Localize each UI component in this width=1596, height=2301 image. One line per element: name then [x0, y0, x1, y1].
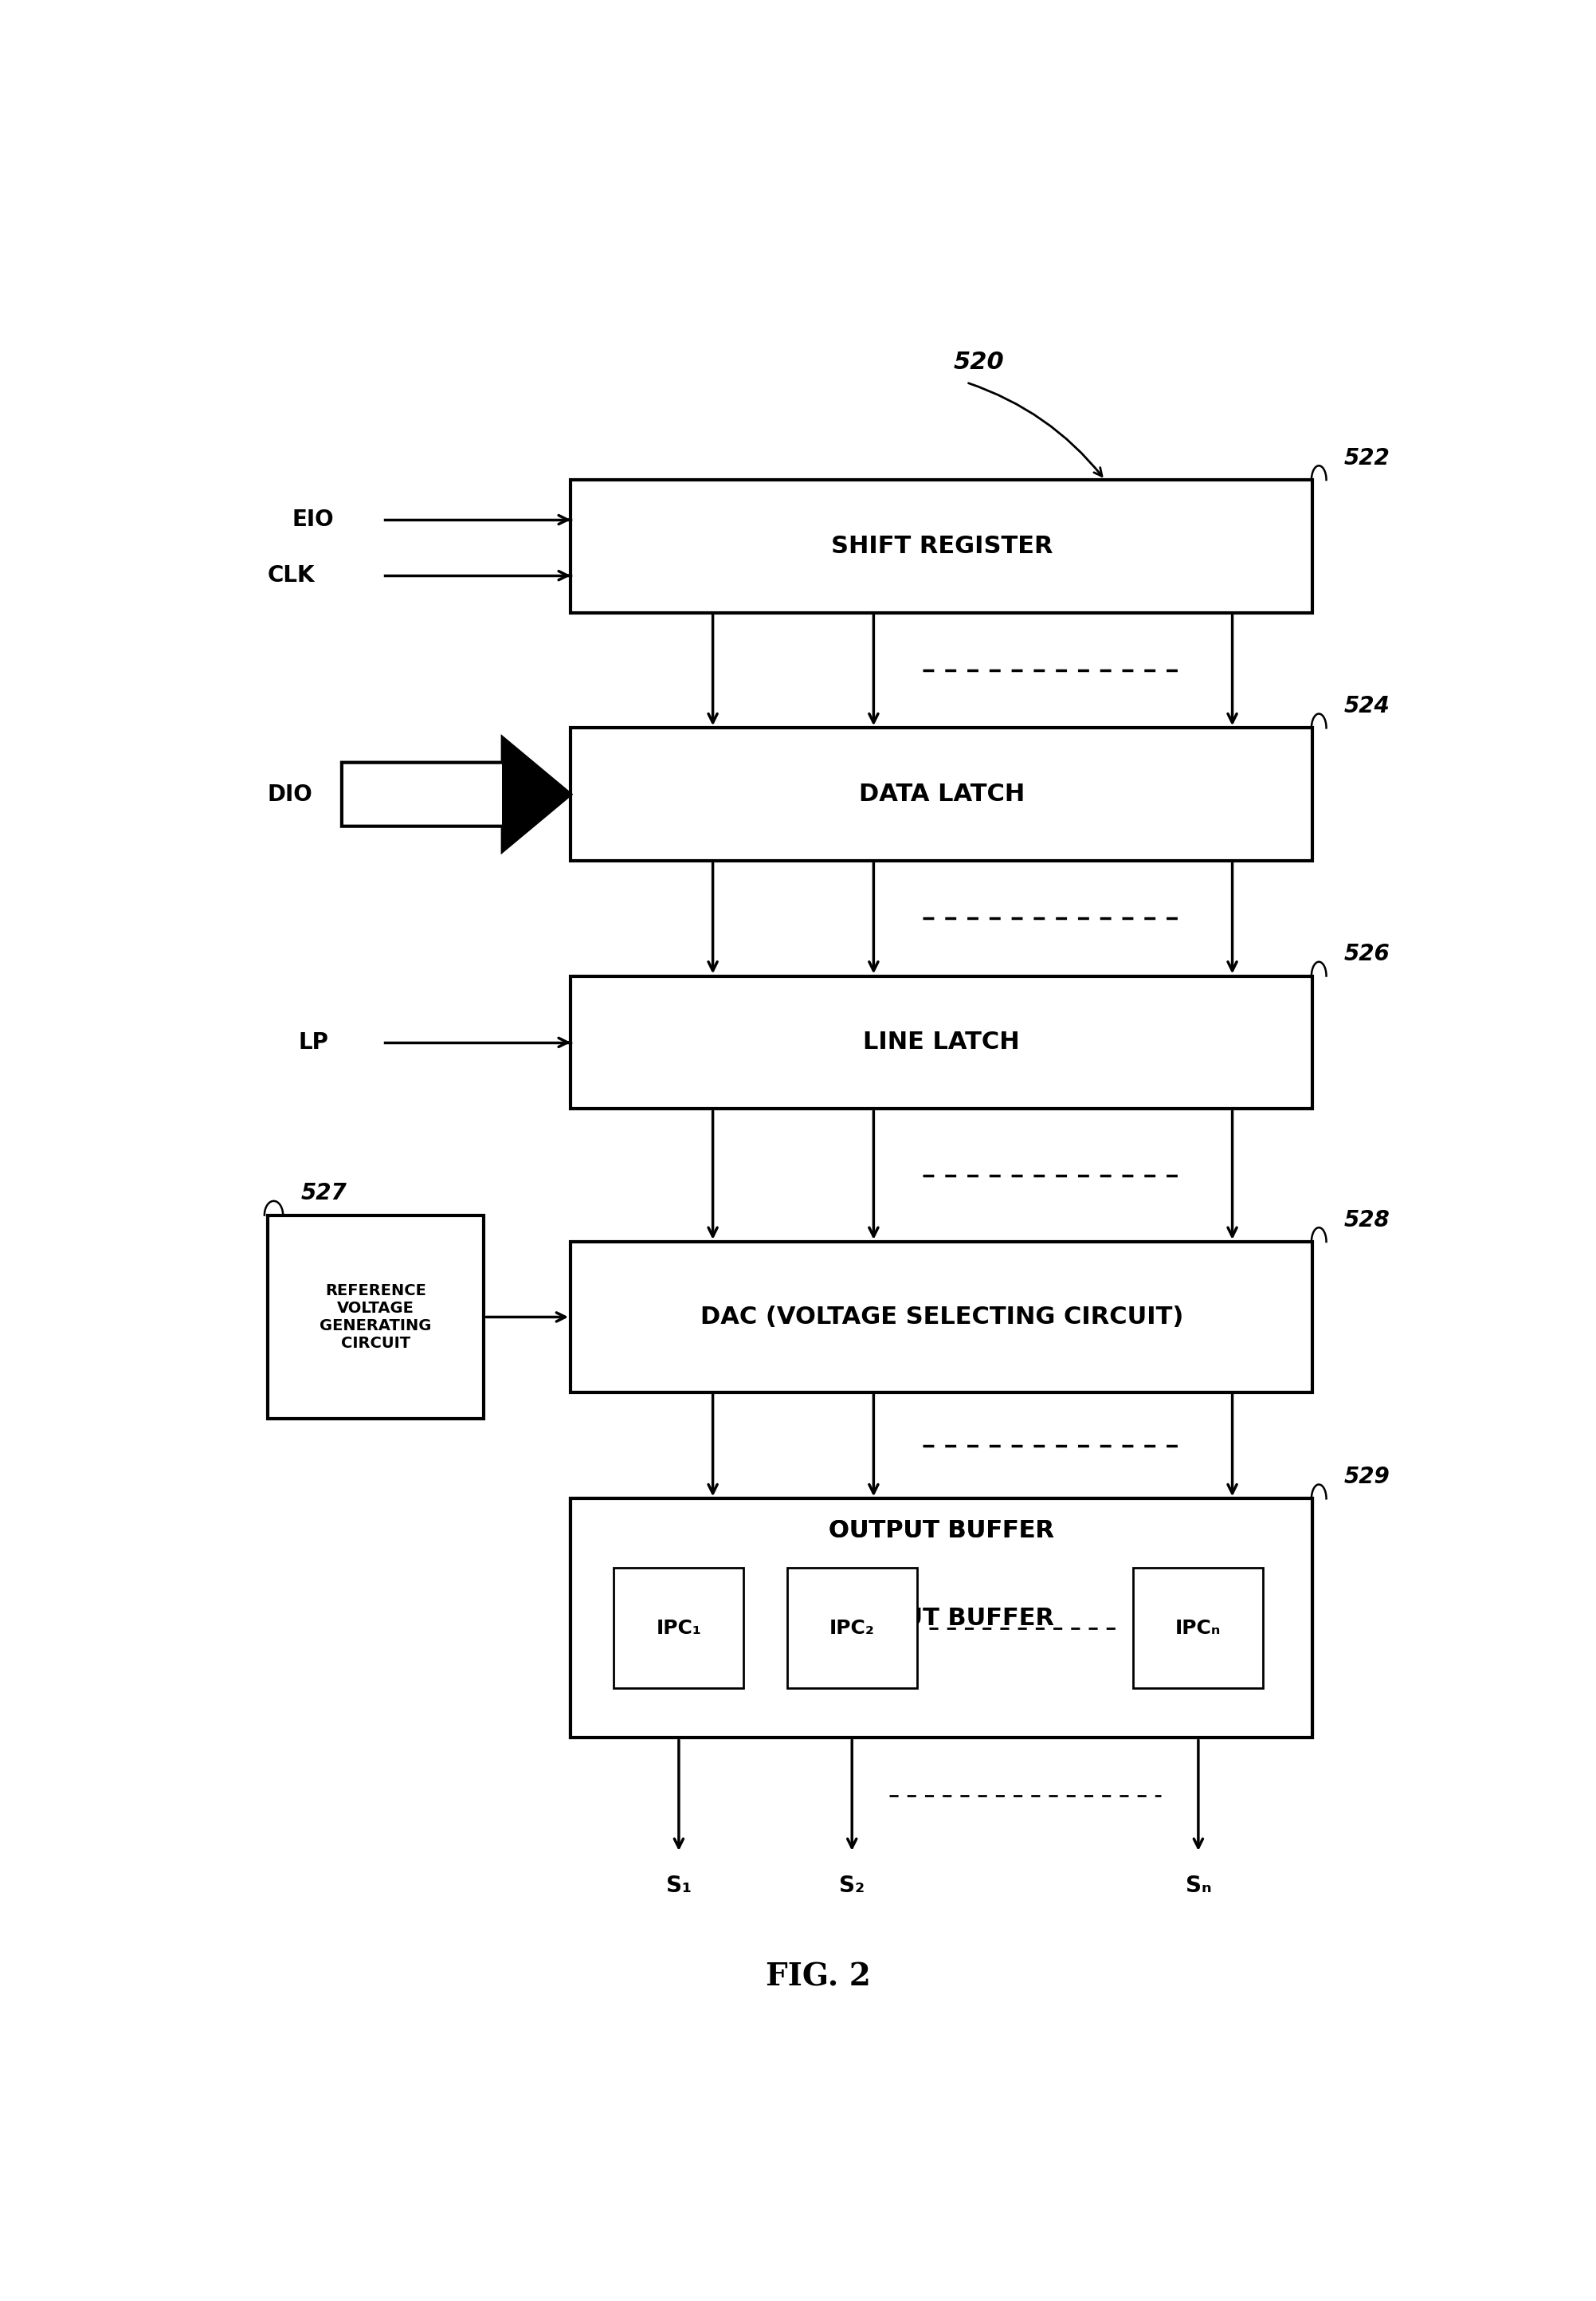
- Text: EIO: EIO: [292, 509, 334, 532]
- Text: REFERENCE
VOLTAGE
GENERATING
CIRCUIT: REFERENCE VOLTAGE GENERATING CIRCUIT: [319, 1284, 431, 1351]
- Text: SHIFT REGISTER: SHIFT REGISTER: [830, 534, 1053, 557]
- Text: IPCₙ: IPCₙ: [1175, 1618, 1221, 1638]
- Text: LP: LP: [298, 1031, 329, 1054]
- Bar: [614, 1567, 744, 1689]
- Text: DIO: DIO: [268, 782, 313, 805]
- Text: FIG. 2: FIG. 2: [766, 1963, 870, 1993]
- Text: 529: 529: [1344, 1466, 1390, 1489]
- Bar: [571, 976, 1312, 1109]
- Text: Sₙ: Sₙ: [1186, 1875, 1211, 1896]
- Text: 528: 528: [1344, 1208, 1390, 1231]
- Text: OUTPUT BUFFER: OUTPUT BUFFER: [828, 1606, 1055, 1629]
- Bar: [1133, 1567, 1264, 1689]
- Bar: [571, 1498, 1312, 1737]
- Polygon shape: [342, 739, 571, 851]
- Text: IPC₂: IPC₂: [830, 1618, 875, 1638]
- Text: 522: 522: [1344, 446, 1390, 469]
- Text: OUTPUT BUFFER: OUTPUT BUFFER: [828, 1519, 1055, 1542]
- Text: 524: 524: [1344, 695, 1390, 718]
- Text: 527: 527: [302, 1183, 346, 1203]
- Polygon shape: [503, 739, 571, 851]
- Bar: [571, 1498, 1312, 1737]
- Bar: [571, 727, 1312, 861]
- Text: 526: 526: [1344, 943, 1390, 966]
- Text: CLK: CLK: [268, 564, 314, 587]
- Bar: [787, 1567, 918, 1689]
- Bar: [571, 1243, 1312, 1392]
- Text: IPC₁: IPC₁: [656, 1618, 702, 1638]
- Text: S₁: S₁: [666, 1875, 691, 1896]
- Text: S₂: S₂: [839, 1875, 865, 1896]
- Text: OUTPUT BUFFER: OUTPUT BUFFER: [828, 1519, 1055, 1542]
- Bar: [268, 1215, 484, 1420]
- Text: DAC (VOLTAGE SELECTING CIRCUIT): DAC (VOLTAGE SELECTING CIRCUIT): [701, 1305, 1183, 1328]
- Text: LINE LATCH: LINE LATCH: [863, 1031, 1020, 1054]
- Text: 520: 520: [953, 350, 1004, 373]
- Text: DATA LATCH: DATA LATCH: [859, 782, 1025, 805]
- Bar: [571, 481, 1312, 612]
